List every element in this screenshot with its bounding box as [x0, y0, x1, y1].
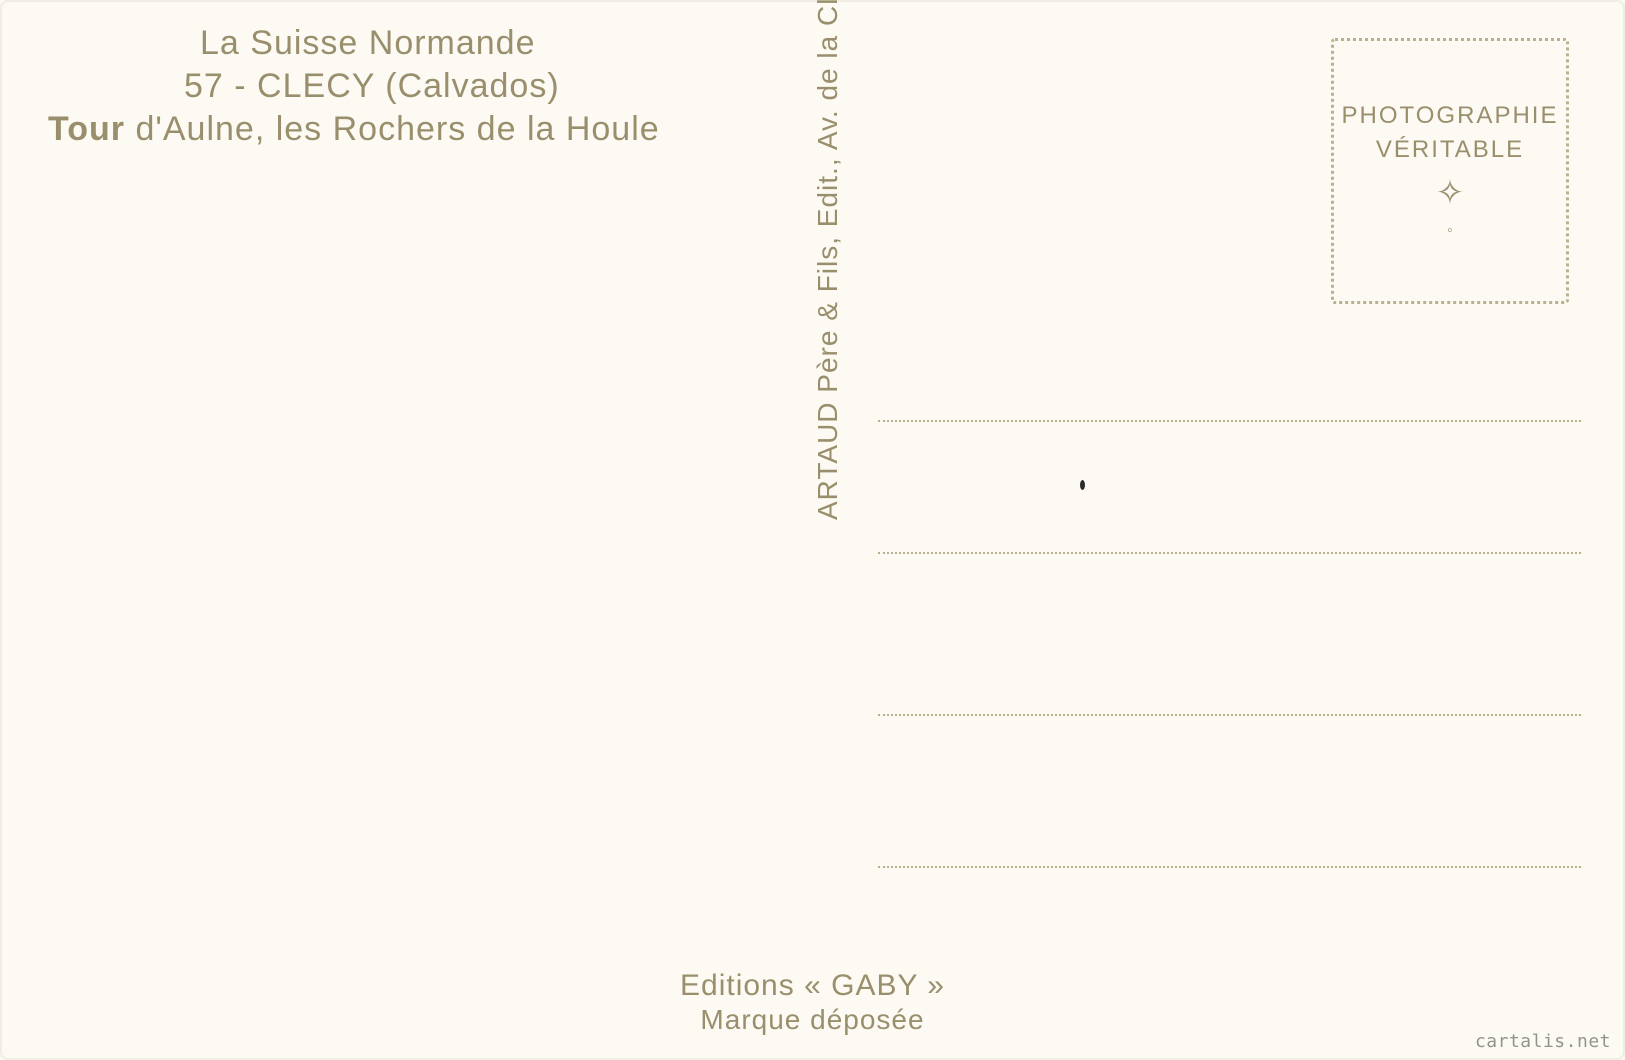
address-line — [878, 420, 1581, 422]
caption-department: (Calvados) — [375, 67, 560, 105]
editions-prefix: Editions « — [680, 969, 831, 1002]
caption-number-prefix: 57 - — [184, 67, 257, 105]
stamp-ornament-icon: ✧ — [1436, 176, 1465, 210]
caption-subject: Tour d'Aulne, les Rochers de la Houle — [48, 110, 728, 149]
caption-city-line: 57 - CLECY (Calvados) — [184, 67, 728, 106]
stamp-box: PHOTOGRAPHIE VÉRITABLE ✧ ◦ — [1331, 38, 1569, 304]
address-line — [878, 714, 1581, 716]
address-line — [878, 552, 1581, 554]
stamp-line-1: PHOTOGRAPHIE — [1342, 102, 1559, 130]
caption-subject-bold: Tour — [48, 110, 125, 148]
publisher-vertical-text: ARTAUD Père & Fils, Edit., Av. de la Clo… — [812, 0, 844, 520]
editions-row-1: Editions « GABY » — [0, 969, 1625, 1004]
caption-city: CLECY — [257, 67, 375, 105]
caption-block: La Suisse Normande 57 - CLECY (Calvados)… — [48, 24, 728, 149]
address-line — [878, 866, 1581, 868]
address-lines — [878, 420, 1581, 868]
editions-suffix: » — [918, 969, 945, 1002]
ink-speck-icon — [1080, 480, 1085, 490]
editions-credit: Editions « GABY » Marque déposée — [0, 969, 1625, 1036]
caption-region: La Suisse Normande — [200, 24, 728, 63]
stamp-line-2: VÉRITABLE — [1376, 136, 1524, 164]
editions-row-2: Marque déposée — [0, 1004, 1625, 1036]
caption-subject-rest: d'Aulne, les Rochers de la Houle — [125, 110, 660, 148]
source-watermark: cartalis.net — [1475, 1031, 1611, 1052]
editions-name: GABY — [831, 969, 918, 1002]
stamp-dot-icon: ◦ — [1447, 222, 1453, 240]
postcard-back: La Suisse Normande 57 - CLECY (Calvados)… — [0, 0, 1625, 1060]
